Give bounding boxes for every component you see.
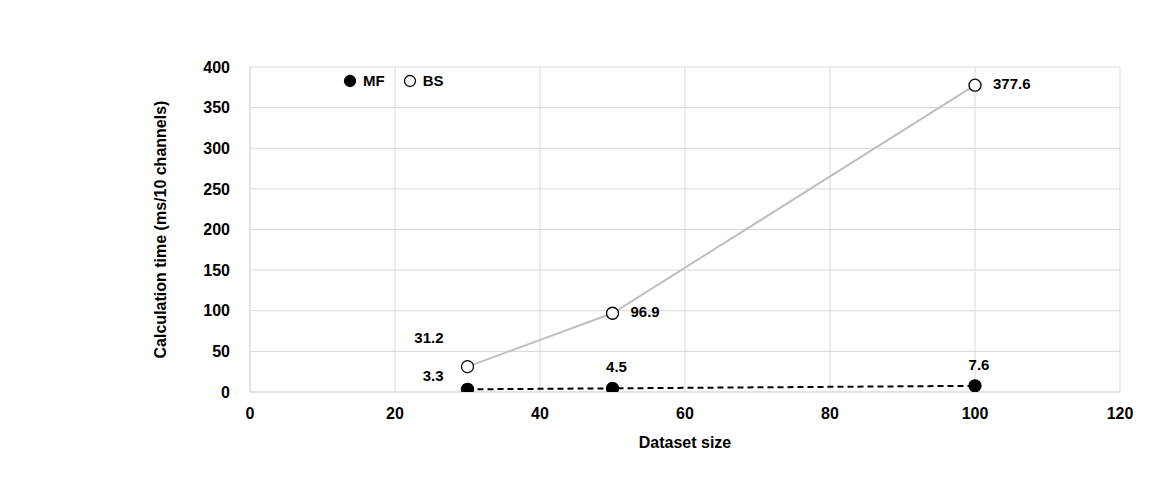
svg-text:120: 120 [1107, 405, 1134, 422]
svg-text:50: 50 [212, 343, 230, 360]
svg-text:96.9: 96.9 [631, 303, 660, 320]
html-text:BS: BS [422, 72, 444, 89]
svg-text:80: 80 [821, 405, 839, 422]
svg-text:20: 20 [386, 405, 404, 422]
svg-text:400: 400 [203, 59, 230, 76]
svg-text:7.6: 7.6 [969, 356, 990, 373]
svg-text:Calculation time (ms/10 channe: Calculation time (ms/10 channels) [152, 101, 169, 359]
svg-text:Dataset size: Dataset size [639, 434, 732, 451]
html-text:MF: MF [363, 72, 385, 89]
svg-text:250: 250 [203, 181, 230, 198]
svg-text:100: 100 [203, 302, 230, 319]
svg-text:150: 150 [203, 262, 230, 279]
svg-text:0: 0 [246, 405, 255, 422]
svg-text:31.2: 31.2 [414, 329, 443, 346]
svg-text:40: 40 [531, 405, 549, 422]
svg-text:350: 350 [203, 99, 230, 116]
svg-text:4.5: 4.5 [606, 358, 627, 375]
svg-text:300: 300 [203, 140, 230, 157]
svg-text:3.3: 3.3 [423, 367, 444, 384]
svg-text:377.6: 377.6 [993, 75, 1031, 92]
svg-text:0: 0 [221, 384, 230, 401]
svg-text:200: 200 [203, 221, 230, 238]
svg-text:100: 100 [962, 405, 989, 422]
svg-text:60: 60 [676, 405, 694, 422]
